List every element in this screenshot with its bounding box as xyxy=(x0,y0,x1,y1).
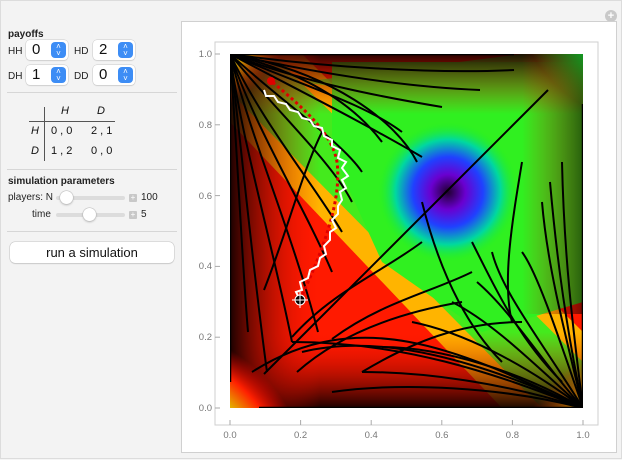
players-value: 100 xyxy=(141,192,158,203)
players-slider[interactable] xyxy=(56,191,125,204)
svg-text:0.8: 0.8 xyxy=(506,430,519,441)
row-header-h: H xyxy=(31,125,39,137)
hh-value: 0 xyxy=(32,41,41,58)
dh-spinner[interactable]: 1 ˄ ˅ xyxy=(26,65,68,85)
svg-text:0.4: 0.4 xyxy=(365,430,378,441)
ode-trajectory xyxy=(269,78,340,301)
time-slider-thumb[interactable] xyxy=(83,208,96,221)
svg-text:0.6: 0.6 xyxy=(435,430,448,441)
simulation-trajectory xyxy=(263,89,350,301)
svg-text:0.0: 0.0 xyxy=(223,430,236,441)
phase-portrait-plot[interactable]: 0.0 0.2 0.4 0.6 0.8 1.0 0.0 0.2 0.4 0.6 … xyxy=(182,22,618,454)
simulation-title: simulation parameters xyxy=(8,176,115,187)
controls-panel: payoffs HH 0 ˄ ˅ HD 2 ˄ ˅ DH 1 ˄ ˅ DD 0 ˄ ˅ … xyxy=(1,1,181,460)
dd-spinner[interactable]: 0 ˄ ˅ xyxy=(93,65,135,85)
end-point-marker xyxy=(267,77,275,85)
time-value: 5 xyxy=(141,209,147,220)
axes-frame xyxy=(214,41,599,426)
stepper-arrows-icon[interactable]: ˄ ˅ xyxy=(118,67,133,83)
stepper-arrows-icon[interactable]: ˄ ˅ xyxy=(118,42,133,58)
dd-label: DD xyxy=(74,71,89,82)
col-header-d: D xyxy=(97,105,105,117)
cell-dd: 0 , 0 xyxy=(91,145,113,157)
run-simulation-button[interactable]: run a simulation xyxy=(10,242,174,263)
matrix-vertical-rule xyxy=(44,107,45,161)
row-header-d: D xyxy=(31,145,39,157)
trajectories xyxy=(263,77,350,308)
payoffs-title: payoffs xyxy=(8,29,44,40)
players-label: players: N xyxy=(8,192,54,203)
streamlines xyxy=(230,54,583,408)
x-axis-labels: 0.0 0.2 0.4 0.6 0.8 1.0 xyxy=(223,430,589,441)
matrix-horizontal-rule xyxy=(29,121,115,122)
hd-label: HD xyxy=(74,46,89,57)
dh-label: DH xyxy=(8,71,23,82)
dh-value: 1 xyxy=(32,66,41,83)
hh-label: HH xyxy=(8,46,23,57)
svg-text:0.6: 0.6 xyxy=(199,191,212,202)
svg-text:0.2: 0.2 xyxy=(199,332,212,343)
divider xyxy=(7,231,177,232)
stepper-arrows-icon[interactable]: ˄ ˅ xyxy=(51,42,66,58)
svg-text:1.0: 1.0 xyxy=(576,430,589,441)
hd-value: 2 xyxy=(99,41,108,58)
y-axis-labels: 0.0 0.2 0.4 0.6 0.8 1.0 xyxy=(199,49,212,414)
crosshair-icon xyxy=(292,292,308,308)
axis-ticks xyxy=(215,53,584,425)
svg-text:0.0: 0.0 xyxy=(199,403,212,414)
cell-dh: 1 , 2 xyxy=(51,145,73,157)
players-slider-thumb[interactable] xyxy=(60,191,73,204)
svg-text:0.4: 0.4 xyxy=(199,261,212,272)
time-label: time xyxy=(32,209,51,220)
cell-hd: 2 , 1 xyxy=(91,125,113,137)
divider xyxy=(7,169,177,170)
players-expand-icon[interactable]: + xyxy=(129,193,137,202)
hh-spinner[interactable]: 0 ˄ ˅ xyxy=(26,40,68,60)
divider xyxy=(7,92,177,93)
stepper-arrows-icon[interactable]: ˄ ˅ xyxy=(51,67,66,83)
cell-hh: 0 , 0 xyxy=(51,125,73,137)
hd-spinner[interactable]: 2 ˄ ˅ xyxy=(93,40,135,60)
svg-text:0.2: 0.2 xyxy=(294,430,307,441)
expand-button[interactable]: + xyxy=(605,10,617,22)
time-slider[interactable] xyxy=(56,208,125,221)
col-header-h: H xyxy=(61,105,69,117)
svg-text:0.8: 0.8 xyxy=(199,120,212,131)
time-expand-icon[interactable]: + xyxy=(129,210,137,219)
svg-text:1.0: 1.0 xyxy=(199,49,212,60)
dd-value: 0 xyxy=(99,66,108,83)
plot-panel: 0.0 0.2 0.4 0.6 0.8 1.0 0.0 0.2 0.4 0.6 … xyxy=(181,21,617,453)
